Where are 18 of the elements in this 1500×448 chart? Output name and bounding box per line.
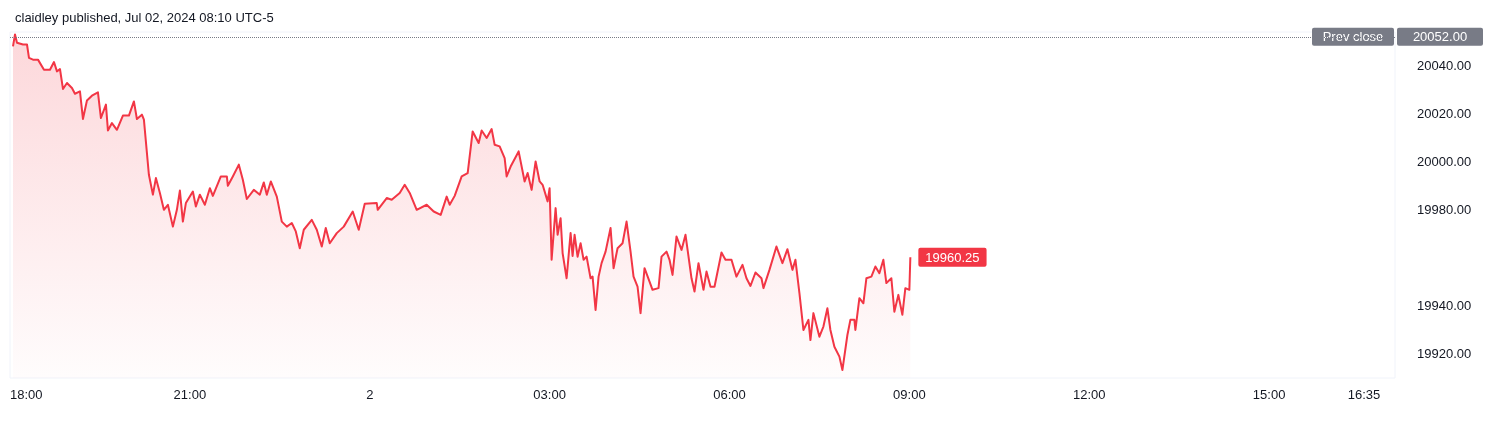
y-tick-label: 20020.00 [1417,106,1472,122]
data-label: 19960.25 [925,249,980,265]
y-tick-label: 20040.00 [1417,58,1472,74]
chart-title: claidley published, Jul 02, 2024 08:10 UTC-5 [15,10,274,25]
x-tick-label: 03:00 [533,387,566,402]
text: 20052.00 [1412,29,1468,45]
x-tick-label: 06:00 [713,387,746,402]
x-tick-label: 2 [366,387,374,402]
y-tick-label: 19980.00 [1417,202,1472,218]
x-tick-label: 09:00 [893,387,926,402]
x-tick-label: 21:00 [173,387,207,402]
x-tick-label: 18:00 [10,387,43,402]
y-tick-label: 19940.00 [1417,298,1472,314]
y-tick-label: 20000.00 [1417,154,1472,170]
x-tick-label: 16:35 [1347,387,1381,402]
y-tick-label: 19920.00 [1417,346,1472,362]
x-tick-label: 15:00 [1252,387,1286,402]
x-tick-label: 12:00 [1072,387,1106,402]
